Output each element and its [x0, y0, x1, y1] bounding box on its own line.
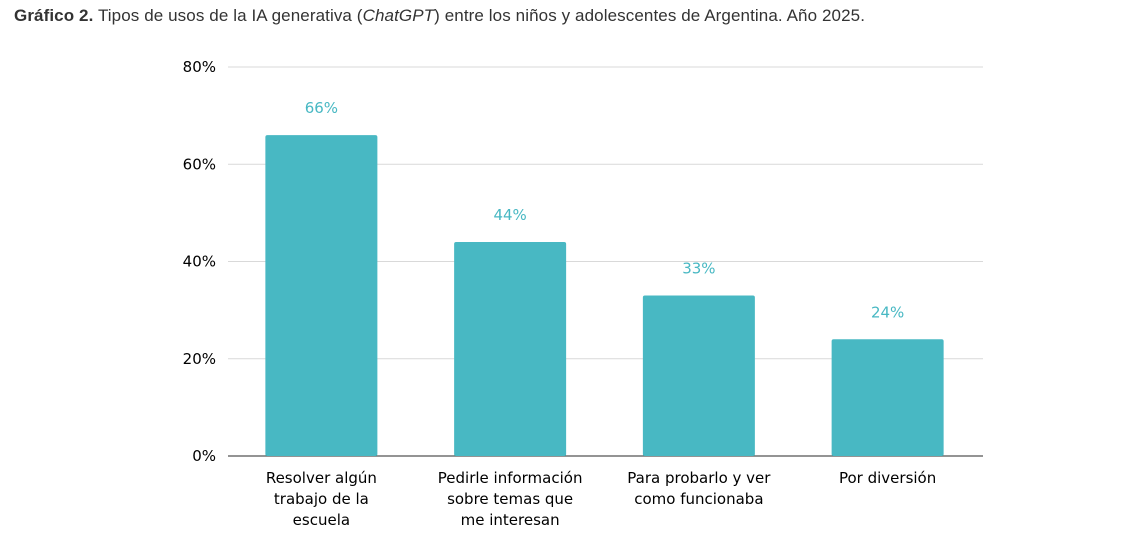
- x-tick-label: escuela: [293, 511, 350, 529]
- y-tick-label: 20%: [183, 350, 216, 368]
- x-tick-label: trabajo de la: [274, 490, 369, 508]
- x-tick-label: Pedirle información: [438, 469, 583, 487]
- x-tick-label: sobre temas que: [447, 490, 573, 508]
- bar: [831, 339, 944, 456]
- data-label: 44%: [493, 206, 526, 224]
- bar: [454, 242, 567, 456]
- data-label: 33%: [682, 260, 715, 278]
- x-tick-label: Para probarlo y ver: [627, 469, 771, 487]
- x-tick-label: Por diversión: [839, 469, 936, 487]
- y-tick-label: 40%: [183, 253, 216, 271]
- caption-italic-term: ChatGPT: [362, 6, 435, 25]
- y-tick-label: 0%: [192, 447, 216, 465]
- data-label: 24%: [871, 303, 904, 321]
- bars-layer: [265, 135, 944, 456]
- chart-caption: Gráfico 2. Tipos de usos de la IA genera…: [14, 6, 865, 26]
- data-label: 66%: [305, 99, 338, 117]
- y-tick-label: 60%: [183, 155, 216, 173]
- caption-text-before: Tipos de usos de la IA generativa (: [93, 6, 363, 25]
- x-tick-label: Resolver algún: [266, 469, 377, 487]
- bar: [265, 135, 378, 456]
- caption-lead: Gráfico 2.: [14, 6, 94, 25]
- labels-layer: 0% 20% 40% 60% 80% 66% Resolver algún trabajo d…: [183, 58, 937, 529]
- y-tick-label: 80%: [183, 58, 216, 76]
- x-tick-label: como funcionaba: [634, 490, 763, 508]
- caption-text-after: ) entre los niños y adolescentes de Arge…: [434, 6, 866, 25]
- bar: [642, 295, 755, 456]
- x-tick-label: me interesan: [461, 511, 560, 529]
